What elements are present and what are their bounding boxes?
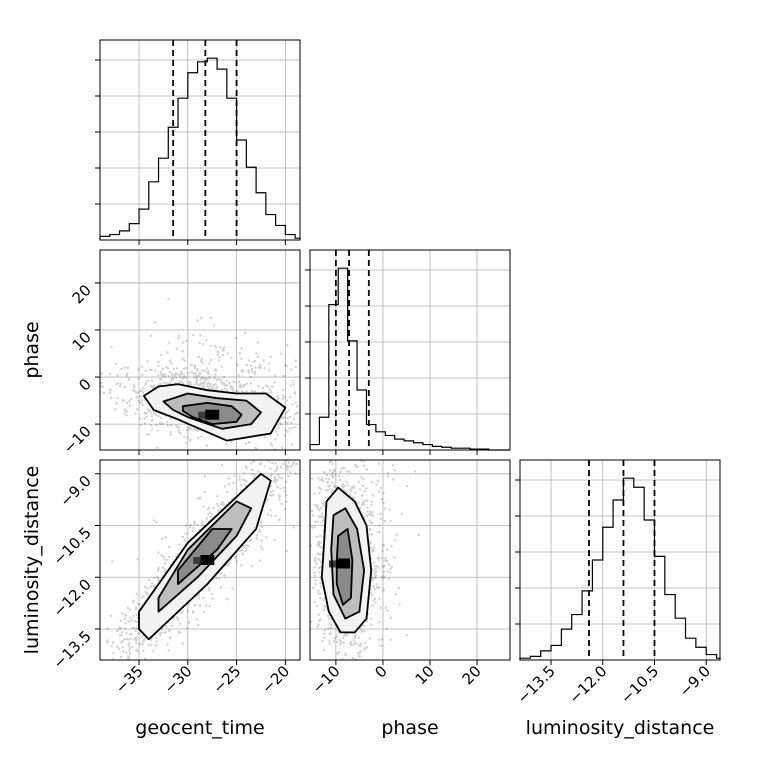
contour-line: [162, 392, 262, 430]
y-tick-label: −12.0: [50, 575, 95, 620]
panel-frame: [99, 39, 301, 241]
x-tick-label: −30: [161, 662, 196, 697]
histogram-step: [519, 477, 721, 660]
contour-line: [157, 500, 253, 613]
x-axis-label: luminosity_distance: [526, 717, 715, 739]
density-peak: [193, 557, 201, 564]
x-tick-label: −13.5: [514, 662, 559, 707]
contour-line: [320, 486, 373, 634]
x-tick-label: −20: [258, 662, 293, 697]
x-axis-label: phase: [381, 717, 438, 739]
contour-line: [142, 383, 287, 442]
panel-frame: [309, 459, 511, 661]
x-tick-label: −9.0: [676, 662, 714, 700]
panel-frame: [519, 459, 721, 661]
x-tick-label: 0: [371, 662, 390, 681]
density-peak: [198, 411, 206, 419]
y-tick-label: −10: [60, 422, 95, 457]
y-tick-label: −9.0: [56, 472, 94, 510]
x-tick-label: −10.5: [617, 662, 662, 707]
density-layer: [100, 297, 300, 450]
y-axis-label: phase: [21, 321, 43, 378]
contour-line: [330, 507, 366, 620]
density-panel-geocent_time-phase: −10 0 10 20: [60, 249, 301, 457]
contour-line: [335, 528, 354, 606]
y-tick-label: −10.5: [50, 524, 95, 569]
histogram-step: [99, 57, 301, 240]
x-tick-label: −10: [309, 662, 344, 697]
histogram-panel-phase: [305, 249, 511, 455]
density-layer: [310, 460, 420, 660]
x-tick-label: 20: [459, 662, 485, 688]
x-tick-label: −35: [112, 662, 147, 697]
y-tick-label: 10: [69, 328, 95, 354]
panel-frame: [99, 249, 301, 451]
panel-frame: [99, 459, 301, 661]
histogram-panel-geocent_time: [95, 39, 301, 245]
panel-frame: [309, 249, 511, 451]
contour-line: [138, 472, 272, 641]
histogram-panel-luminosity_distance: −13.5 −12.0 −10.5 −9.0: [514, 459, 721, 707]
y-axis-label: luminosity_distance: [21, 466, 43, 655]
y-tick-label: −13.5: [50, 627, 95, 672]
y-tick-label: 0: [75, 375, 94, 394]
x-tick-label: −25: [209, 662, 244, 697]
density-peak: [205, 409, 220, 420]
x-axis-label: geocent_time: [135, 717, 264, 739]
density-panel-phase-luminosity_distance: −10 0 10 20: [309, 459, 511, 697]
contour-line: [181, 401, 243, 426]
x-tick-label: −12.0: [565, 662, 610, 707]
x-tick-label: 10: [412, 662, 438, 688]
density-peak: [200, 555, 215, 565]
density-layer: [106, 460, 299, 660]
contour-line: [177, 528, 233, 585]
histogram-step: [309, 267, 510, 451]
density-peak: [335, 558, 350, 569]
y-tick-label: 20: [69, 281, 95, 307]
